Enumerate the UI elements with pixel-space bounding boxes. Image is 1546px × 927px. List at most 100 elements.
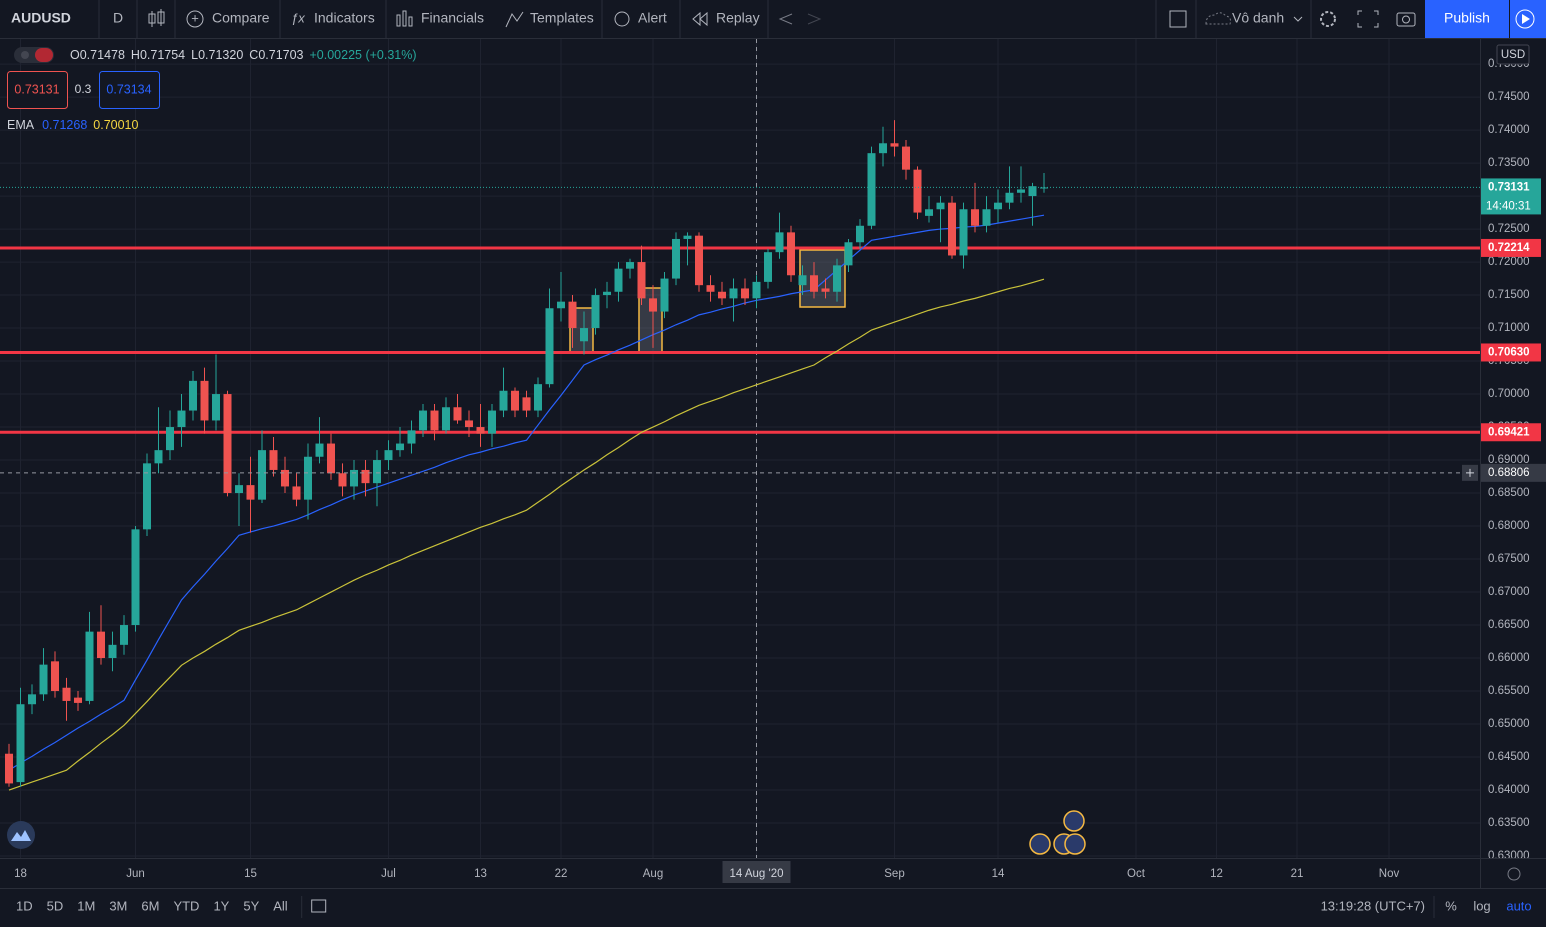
candle-body	[649, 298, 657, 312]
add-icon	[1466, 468, 1474, 477]
candle-body	[856, 225, 864, 243]
x-tick-label: 14 Aug '20	[730, 868, 784, 880]
candle-body	[534, 384, 542, 411]
time-settings-icon[interactable]	[1507, 867, 1521, 881]
compare-button[interactable]: Compare	[212, 10, 270, 26]
indicators-icon[interactable]: ƒx	[291, 10, 305, 25]
candle-body	[787, 232, 795, 276]
cloud-icon[interactable]	[1205, 12, 1231, 25]
range-button[interactable]: 1Y	[213, 898, 229, 913]
templates-icon[interactable]	[505, 11, 524, 28]
range-button[interactable]: 5Y	[243, 898, 259, 913]
event-icon[interactable]	[1063, 810, 1085, 832]
candle-body	[810, 275, 818, 292]
logo[interactable]	[7, 821, 35, 849]
level-label-box	[1481, 423, 1541, 442]
undo-icon[interactable]	[778, 13, 793, 25]
candle-body	[752, 281, 761, 299]
interval[interactable]: D	[113, 10, 123, 26]
y-tick-label: 0.68000	[1488, 520, 1530, 532]
candle-body	[143, 463, 151, 530]
candle-body	[384, 450, 393, 461]
templates-button[interactable]: Templates	[530, 10, 594, 26]
candle-body	[292, 486, 301, 500]
y-tick-label: 0.69000	[1488, 454, 1530, 466]
buy-button[interactable]	[99, 71, 160, 109]
candle-body	[361, 469, 370, 484]
x-tick-label: 13	[474, 868, 487, 880]
date-range-icon[interactable]	[311, 899, 327, 913]
level-label: 0.70630	[1488, 347, 1530, 359]
settings-icon[interactable]	[1320, 11, 1336, 27]
range-button[interactable]: All	[273, 898, 288, 913]
candle-body	[982, 209, 991, 226]
candle-body	[660, 278, 669, 312]
event-icon[interactable]	[1064, 833, 1086, 855]
crosshair-time-box	[722, 861, 791, 883]
replay-button[interactable]: Replay	[716, 10, 760, 26]
symbol[interactable]: AUDUSD	[11, 10, 71, 26]
financials-button[interactable]: Financials	[421, 10, 484, 26]
candle-body	[97, 631, 105, 659]
candle-body	[373, 460, 381, 484]
redo-icon[interactable]	[807, 13, 822, 25]
range-button[interactable]: 5D	[47, 898, 64, 913]
y-tick-label: 0.71000	[1488, 322, 1530, 334]
layout-name[interactable]: Vô danh	[1232, 10, 1284, 26]
candle-body	[396, 443, 404, 451]
candle-body	[269, 450, 278, 470]
snapshot-icon[interactable]	[1396, 12, 1416, 27]
log-toggle[interactable]: log	[1473, 898, 1490, 913]
range-button[interactable]: YTD	[173, 898, 199, 913]
publish-label: Publish	[1444, 10, 1490, 26]
candle-body	[764, 252, 772, 282]
publish-button[interactable]	[1425, 0, 1509, 38]
indicator-value: 0.71268	[42, 118, 87, 132]
chart-type-icon[interactable]	[148, 9, 165, 27]
candle-body	[120, 625, 128, 645]
candle-body	[189, 380, 197, 411]
x-tick-label: 21	[1291, 868, 1304, 880]
layout-icon[interactable]	[1169, 10, 1187, 28]
y-tick-label: 0.67000	[1488, 586, 1530, 598]
auto-toggle[interactable]: auto	[1506, 898, 1531, 913]
y-tick-label: 0.64500	[1488, 751, 1530, 763]
candle-body	[902, 146, 910, 170]
candle-body	[557, 301, 565, 309]
dropdown-icon[interactable]	[1293, 16, 1303, 22]
percent-toggle[interactable]: %	[1445, 898, 1457, 913]
candle-body	[407, 430, 416, 444]
range-button[interactable]: 6M	[141, 898, 159, 913]
y-tick-label: 0.72000	[1488, 256, 1530, 268]
financials-icon[interactable]	[396, 10, 413, 27]
candle-body	[212, 394, 220, 421]
x-tick-label: Oct	[1127, 868, 1146, 880]
y-tick-label: 0.72500	[1488, 223, 1530, 235]
indicators-button[interactable]: Indicators	[314, 10, 375, 26]
y-tick-label: 0.74000	[1488, 124, 1530, 136]
y-tick-label: 0.63500	[1488, 817, 1530, 829]
currency-box	[1496, 44, 1530, 65]
range-button[interactable]: 3M	[109, 898, 127, 913]
range-button[interactable]: 1M	[77, 898, 95, 913]
candle-body	[672, 238, 680, 279]
candle-body	[28, 694, 36, 705]
event-icon[interactable]	[1029, 833, 1051, 855]
candle-body	[442, 407, 450, 431]
candle-body	[913, 169, 922, 213]
toolbar	[0, 0, 1546, 38]
currency-label: USD	[1501, 49, 1525, 61]
range-button[interactable]: 1D	[16, 898, 33, 913]
replay-icon[interactable]	[699, 11, 708, 27]
level-label-box	[1481, 343, 1541, 362]
alert-button[interactable]: Alert	[638, 10, 667, 26]
alert-icon[interactable]	[614, 11, 630, 27]
sell-button[interactable]	[7, 71, 68, 109]
x-tick-label: Nov	[1379, 868, 1400, 880]
y-tick-label: 0.74500	[1488, 91, 1530, 103]
fullscreen-icon[interactable]	[1357, 10, 1379, 28]
compare-icon[interactable]	[186, 10, 204, 28]
candle-body	[246, 485, 255, 500]
